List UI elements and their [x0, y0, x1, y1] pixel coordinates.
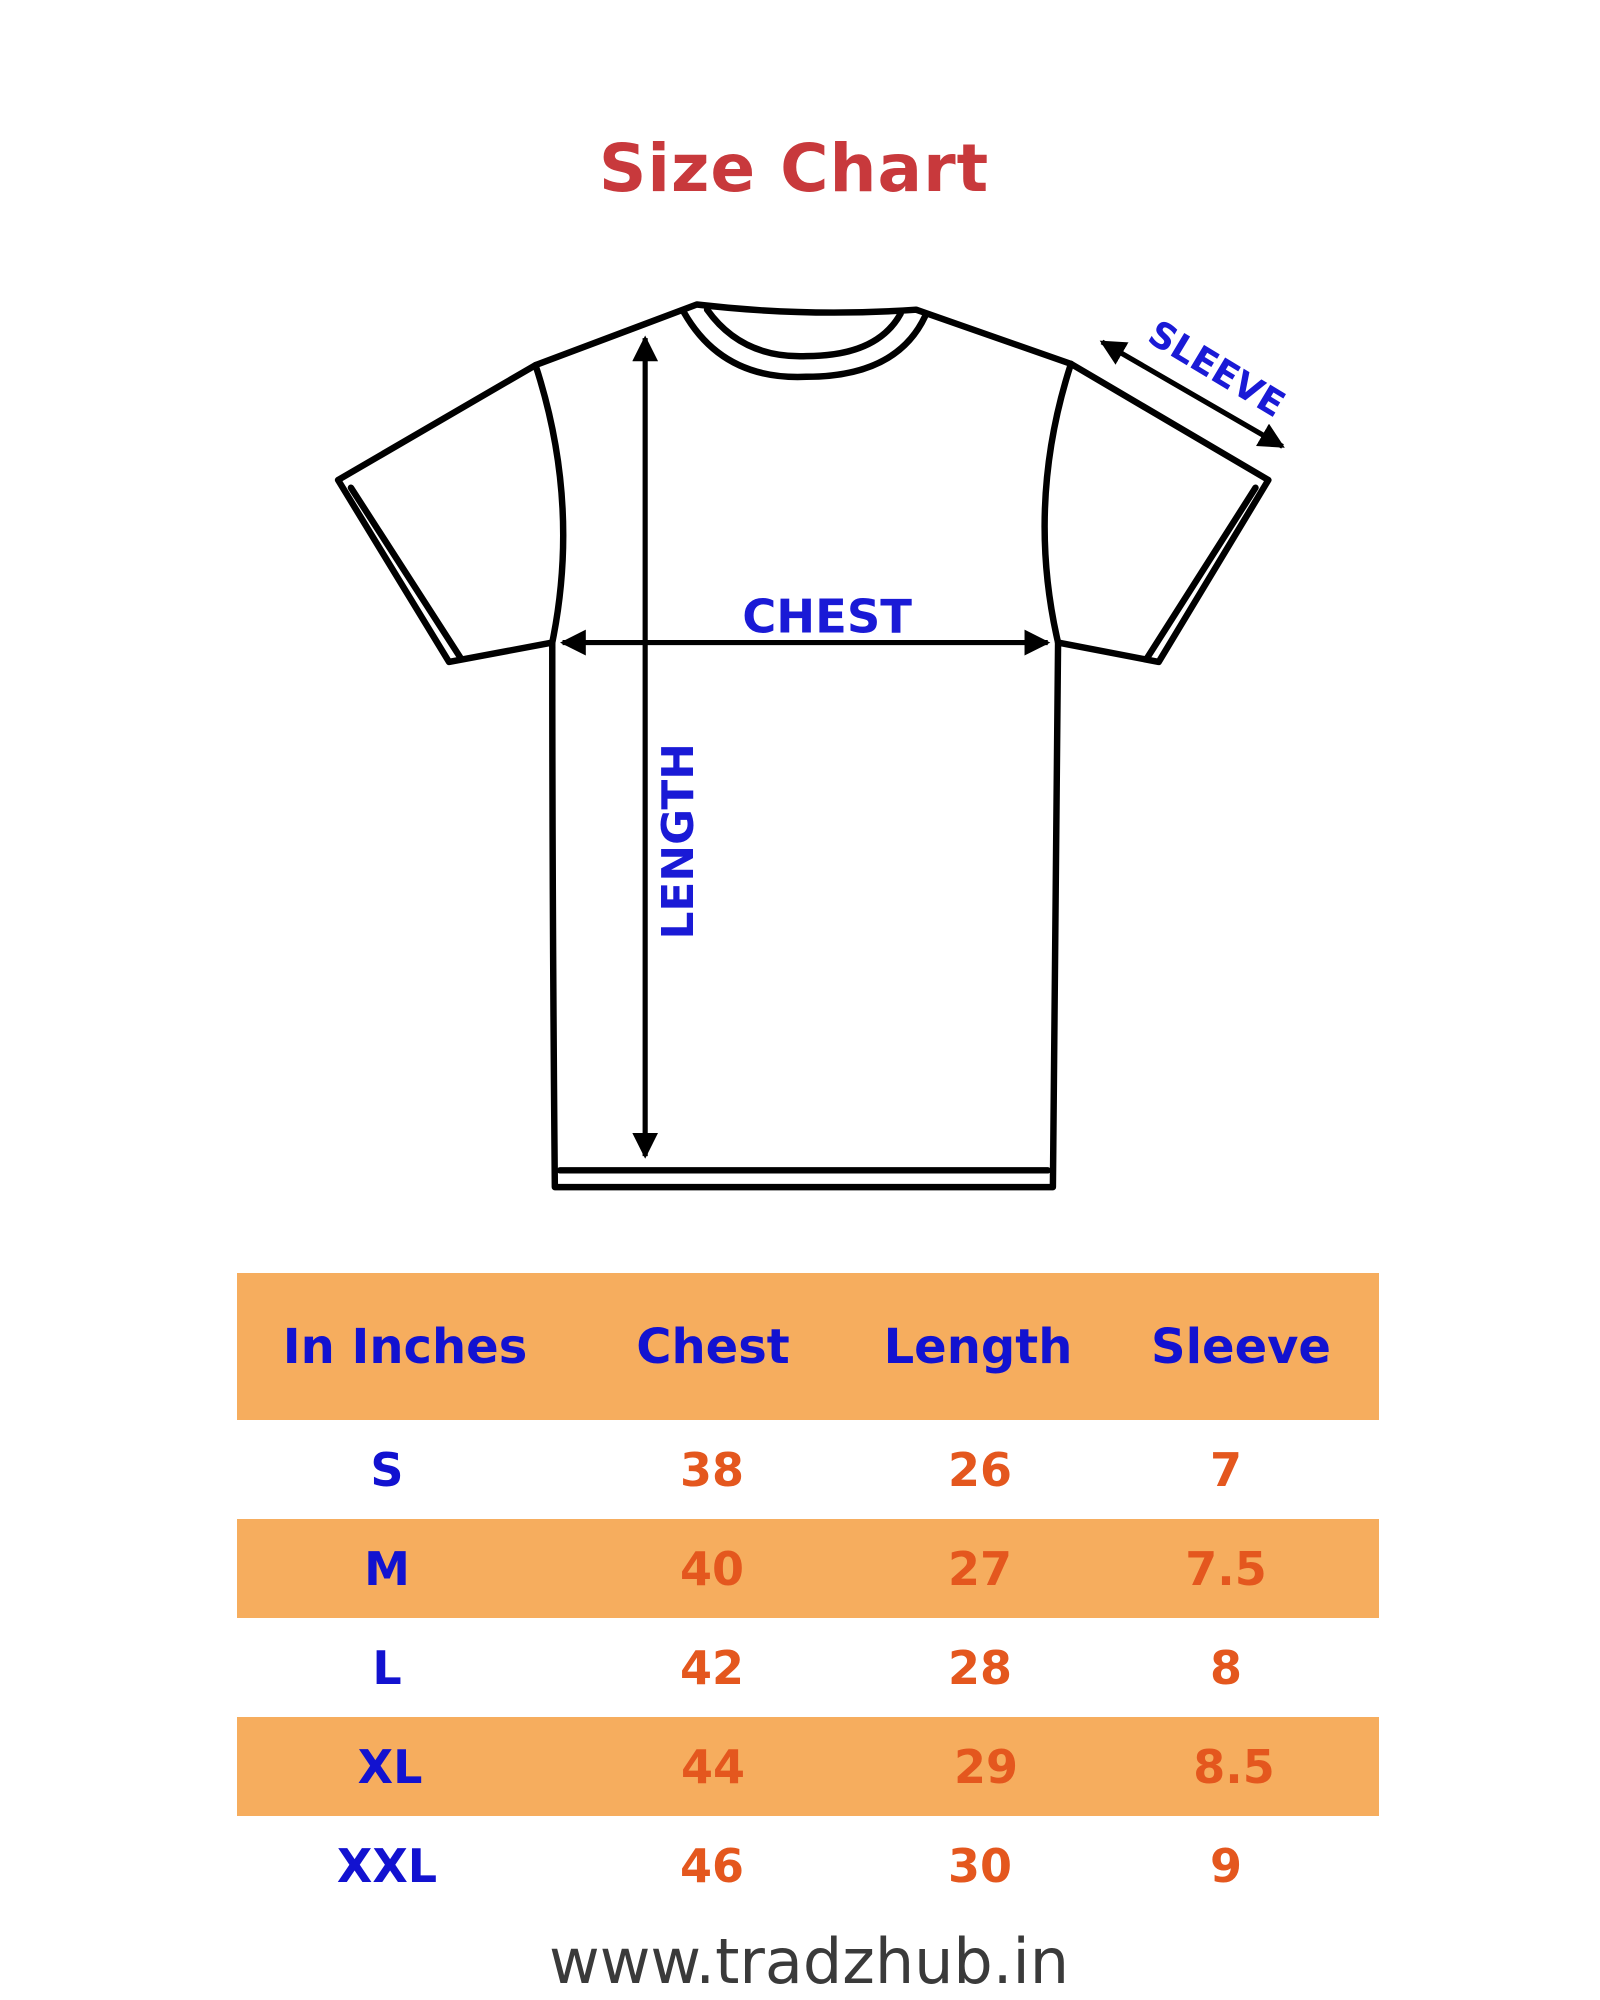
chest-cell: 38: [679, 1442, 744, 1497]
table-row: S 38 26 7: [237, 1420, 1379, 1519]
chest-cell: 40: [679, 1541, 744, 1596]
header-in-inches: In Inches: [282, 1318, 528, 1375]
size-cell: XXL: [336, 1838, 438, 1893]
table-row: M 40 27 7.5: [237, 1519, 1379, 1618]
size-table: In Inches Chest Length Sleeve S 38 26 7 …: [237, 1273, 1379, 1915]
sleeve-cell: 7.5: [1185, 1541, 1267, 1596]
table-row: XXL 46 30 9: [237, 1816, 1379, 1915]
tshirt-outline: [334, 301, 1272, 1191]
header-sleeve: Sleeve: [1151, 1318, 1331, 1375]
sleeve-arrow: [1099, 339, 1285, 449]
length-cell: 30: [947, 1838, 1012, 1893]
website-footer: www.tradzhub.in: [548, 1925, 1069, 1998]
chest-cell: 46: [679, 1838, 744, 1893]
header-chest: Chest: [636, 1318, 790, 1375]
sleeve-cell: 9: [1209, 1838, 1242, 1893]
sleeve-cell: 7: [1209, 1442, 1242, 1497]
chest-cell: 42: [679, 1640, 744, 1695]
page-title: Size Chart: [598, 130, 990, 207]
size-cell: M: [364, 1541, 410, 1596]
measure-arrows: [560, 335, 1285, 1159]
chest-label: CHEST: [742, 589, 912, 643]
table-row: XL 44 29 8.5: [237, 1717, 1379, 1816]
length-cell: 26: [947, 1442, 1012, 1497]
header-length: Length: [883, 1318, 1073, 1375]
length-cell: 28: [947, 1640, 1012, 1695]
length-cell: 29: [953, 1739, 1018, 1794]
size-cell: L: [372, 1640, 402, 1695]
size-cell: XL: [357, 1739, 423, 1794]
table-header: In Inches Chest Length Sleeve: [237, 1273, 1379, 1420]
sleeve-cell: 8.5: [1193, 1739, 1275, 1794]
length-label: LENGTH: [653, 743, 704, 939]
length-cell: 27: [947, 1541, 1012, 1596]
table-row: L 42 28 8: [237, 1618, 1379, 1717]
chest-cell: 44: [680, 1739, 745, 1794]
size-cell: S: [370, 1442, 404, 1497]
sleeve-cell: 8: [1209, 1640, 1242, 1695]
